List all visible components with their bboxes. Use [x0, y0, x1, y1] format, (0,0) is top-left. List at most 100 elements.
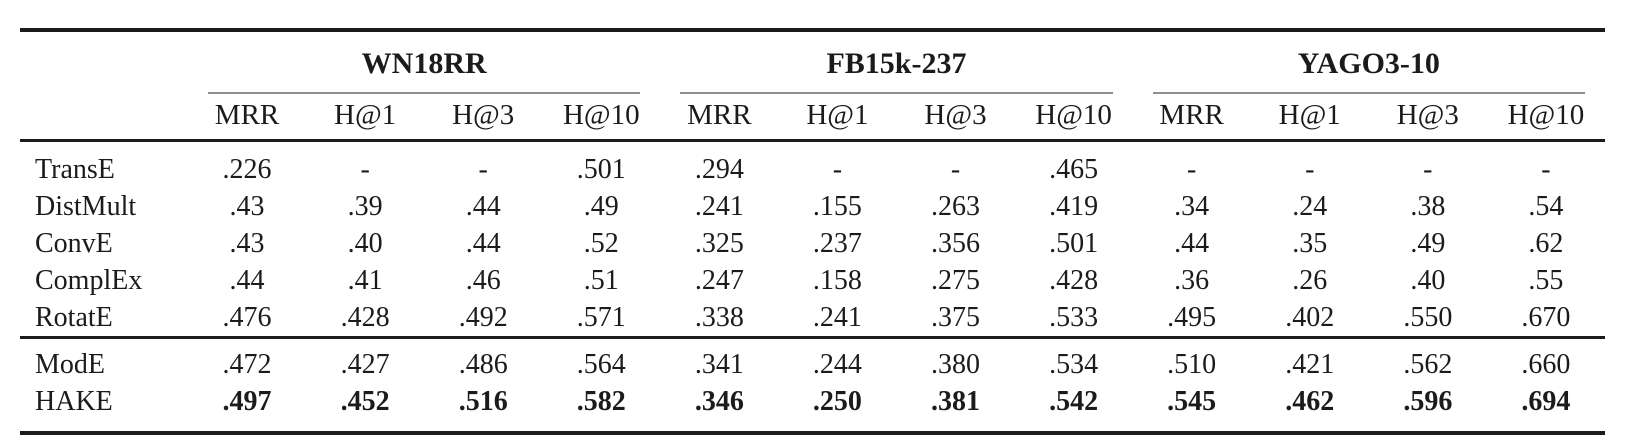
model-name-cell: TransE: [35, 154, 115, 185]
metric-value-cell: .472: [188, 336, 307, 383]
table-row-complex: ComplEx .44 .41 .46 .51 .247 .158 .275 .…: [20, 262, 1605, 299]
metric-value-cell: .571: [576, 302, 626, 333]
metric-value-cell: .510: [1132, 336, 1251, 383]
metric-value-cell: .452: [340, 386, 390, 417]
metric-value-cell: .421: [1250, 336, 1369, 383]
metric-value-cell: .40: [1410, 265, 1446, 296]
metric-value-cell: .338: [694, 302, 744, 333]
results-table: WN18RR FB15k-237 YAGO3-10 MRR H@1 H@3 H@…: [20, 28, 1605, 435]
table-row-hake: HAKE .497 .452 .516 .582 .346 .250 .381 …: [20, 383, 1605, 433]
metric-value-cell: .244: [778, 336, 897, 383]
metric-header: H@10: [1486, 94, 1605, 142]
metric-header-row: MRR H@1 H@3 H@10 MRR H@1 H@3 H@10 MRR H@…: [20, 94, 1605, 142]
metric-value-cell: .341: [660, 336, 779, 383]
metric-header: H@1: [778, 94, 897, 142]
metric-value-cell: .497: [222, 386, 272, 417]
metric-value-cell: .34: [1174, 191, 1210, 222]
metric-value-cell: .36: [1174, 265, 1210, 296]
metric-value-cell: .294: [694, 154, 744, 185]
metric-value-cell: .237: [812, 228, 862, 259]
metric-value-cell: .46: [465, 265, 501, 296]
metric-value-cell: .476: [222, 302, 272, 333]
model-name-cell: ComplEx: [35, 265, 143, 296]
metric-value-cell: .241: [694, 191, 744, 222]
table-row-mode: ModE .472 .427 .486 .564 .341 .244 .380 …: [20, 336, 1605, 383]
metric-value-cell: .44: [465, 191, 501, 222]
metric-value-cell: .564: [542, 336, 661, 383]
group-label: FB15k-237: [826, 47, 967, 80]
metric-value-cell: .247: [694, 265, 744, 296]
metric-value-cell: .263: [931, 191, 980, 222]
metric-value-cell: -: [832, 154, 843, 185]
metric-value-cell: .43: [229, 191, 265, 222]
metric-value-cell: .375: [931, 302, 980, 333]
table-row-conve: ConvE .43 .40 .44 .52 .325 .237 .356 .50…: [20, 225, 1605, 262]
metric-header: H@1: [306, 94, 425, 142]
model-name-cell: ModE: [20, 336, 188, 383]
metric-value-cell: .492: [458, 302, 508, 333]
metric-value-cell: .533: [1049, 302, 1099, 333]
metric-header: MRR: [188, 94, 307, 142]
corner-empty-cell: [20, 94, 188, 142]
metric-header: H@3: [424, 94, 543, 142]
metric-value-cell: .38: [1410, 191, 1446, 222]
metric-value-cell: .44: [465, 228, 501, 259]
metric-value-cell: .545: [1167, 386, 1217, 417]
metric-value-cell: .62: [1528, 228, 1564, 259]
metric-header: H@3: [896, 94, 1015, 142]
metric-value-cell: .155: [812, 191, 862, 222]
metric-value-cell: .241: [812, 302, 862, 333]
metric-value-cell: .495: [1167, 302, 1217, 333]
metric-value-cell: .49: [1410, 228, 1446, 259]
model-name-cell: RotatE: [35, 302, 113, 333]
table-row-distmult: DistMult .43 .39 .44 .49 .241 .155 .263 …: [20, 188, 1605, 225]
proposed-models-section: ModE .472 .427 .486 .564 .341 .244 .380 …: [20, 336, 1605, 434]
metric-value-cell: .501: [576, 154, 626, 185]
metric-value-cell: .52: [583, 228, 619, 259]
metric-value-cell: .346: [694, 386, 744, 417]
group-header-yago3-10: YAGO3-10: [1133, 30, 1605, 94]
metric-value-cell: -: [1187, 154, 1197, 185]
metric-value-cell: .516: [458, 386, 508, 417]
table-row-rotate: RotatE .476 .428 .492 .571 .338 .241 .37…: [20, 299, 1605, 338]
group-label: YAGO3-10: [1297, 47, 1440, 80]
metric-value-cell: .325: [694, 228, 744, 259]
metric-value-cell: .275: [931, 265, 980, 296]
metric-value-cell: .356: [931, 228, 980, 259]
metric-value-cell: .660: [1486, 336, 1605, 383]
metric-value-cell: .428: [1049, 265, 1099, 296]
metric-header: H@3: [1368, 94, 1487, 142]
metric-header: MRR: [660, 94, 779, 142]
metric-value-cell: -: [1423, 154, 1433, 185]
metric-value-cell: .43: [229, 228, 265, 259]
group-underline-rule: [208, 92, 641, 94]
metric-value-cell: .542: [1049, 386, 1099, 417]
metric-header: H@10: [542, 94, 661, 142]
metric-value-cell: .380: [896, 336, 1015, 383]
metric-value-cell: .428: [340, 302, 390, 333]
metric-value-cell: .596: [1403, 386, 1453, 417]
metric-value-cell: .226: [222, 154, 272, 185]
metric-value-cell: .54: [1528, 191, 1564, 222]
metric-header: MRR: [1132, 94, 1251, 142]
metric-value-cell: -: [1305, 154, 1315, 185]
metric-value-cell: .670: [1521, 302, 1571, 333]
metric-value-cell: .26: [1292, 265, 1328, 296]
group-underline-rule: [680, 92, 1113, 94]
metric-value-cell: .694: [1521, 386, 1571, 417]
metric-value-cell: .39: [347, 191, 383, 222]
group-underline-rule: [1152, 92, 1585, 94]
metric-value-cell: .55: [1528, 265, 1564, 296]
corner-empty-cell: [20, 30, 188, 94]
model-name-cell: DistMult: [35, 191, 137, 222]
metric-header: H@1: [1250, 94, 1369, 142]
table-header: WN18RR FB15k-237 YAGO3-10 MRR H@1 H@3 H@…: [20, 30, 1605, 142]
metric-value-cell: .550: [1403, 302, 1453, 333]
table-row-transe: TransE .226 - - .501 .294 - - .465 - - -…: [20, 141, 1605, 189]
metric-value-cell: -: [1541, 154, 1551, 185]
metric-value-cell: -: [950, 154, 961, 185]
model-name-cell: ConvE: [35, 228, 113, 259]
metric-value-cell: .427: [306, 336, 425, 383]
baseline-models-section: TransE .226 - - .501 .294 - - .465 - - -…: [20, 141, 1605, 338]
metric-value-cell: .158: [812, 265, 862, 296]
